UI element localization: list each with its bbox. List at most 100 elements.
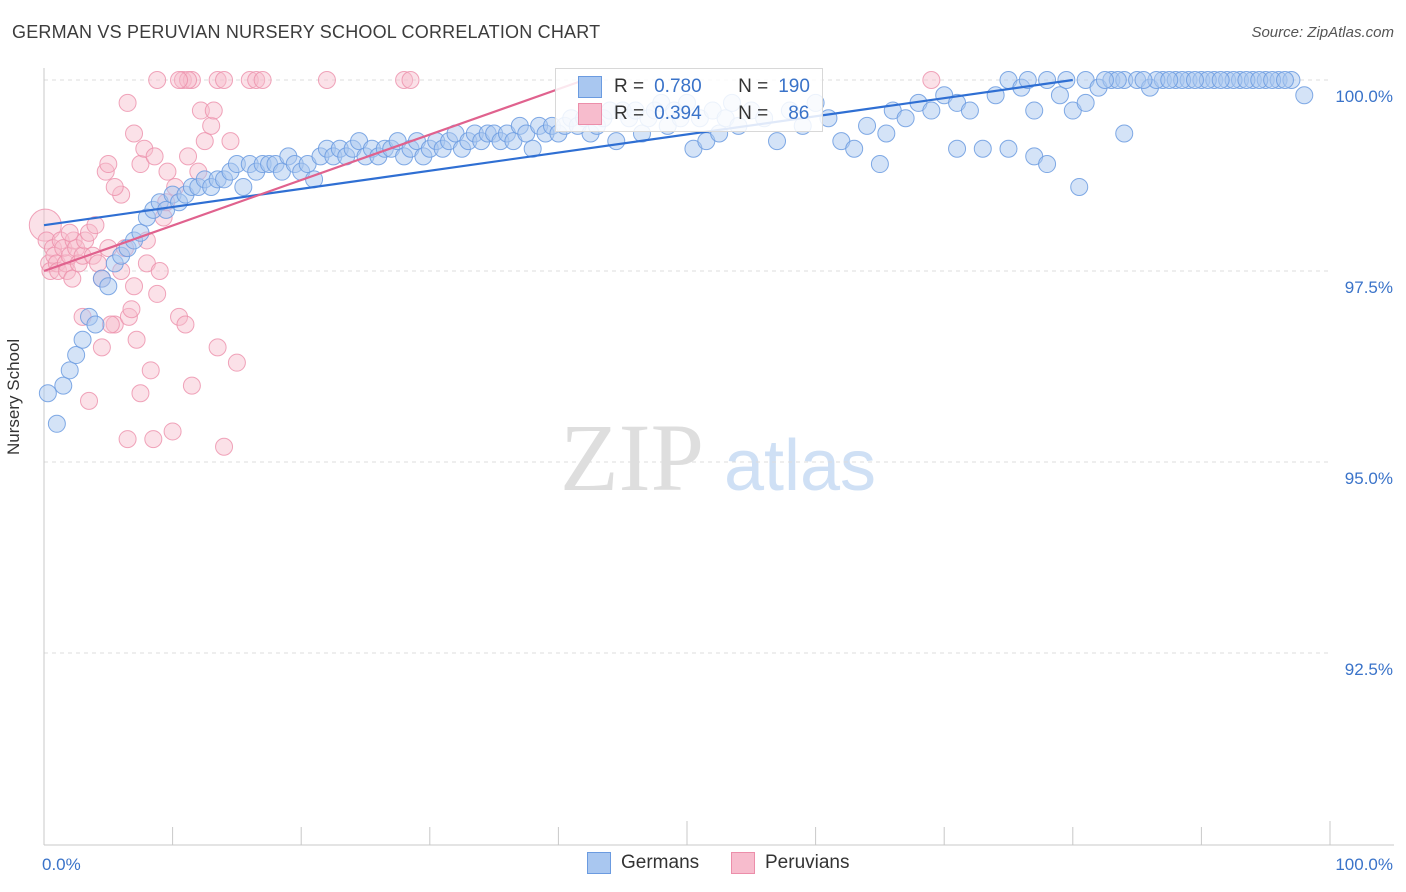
peruvian-point: [253, 71, 272, 89]
peruvian-point: [163, 422, 182, 441]
german-point: [67, 346, 86, 365]
legend-n-label: N =: [738, 103, 769, 124]
peruvian-point: [37, 231, 56, 250]
chart-title: GERMAN VS PERUVIAN NURSERY SCHOOL CORREL…: [12, 22, 601, 42]
german-point: [948, 139, 967, 158]
peruvian-point: [135, 139, 154, 158]
german-point: [73, 330, 92, 349]
german-point: [1050, 86, 1069, 105]
peruvian-point: [176, 315, 195, 334]
peruvian-point: [92, 338, 111, 357]
german-point: [1038, 155, 1057, 174]
peruvian-point: [215, 71, 234, 89]
peruvian-point: [105, 177, 124, 196]
peruvian-point: [401, 71, 420, 89]
peruvian-point: [118, 430, 137, 449]
german-point: [1018, 71, 1037, 89]
german-point: [47, 414, 66, 433]
german-point: [870, 155, 889, 174]
watermark-atlas: atlas: [724, 426, 876, 506]
german-point: [38, 384, 57, 403]
peruvian-point: [80, 391, 99, 410]
peruvian-point: [247, 71, 266, 89]
peruvian-point: [182, 71, 201, 89]
german-point: [86, 315, 105, 334]
y-tick-label: 95.0%: [1345, 469, 1393, 488]
y-tick-label: 92.5%: [1345, 660, 1393, 679]
peruvian-point: [170, 71, 189, 89]
peruvian-point: [208, 338, 227, 357]
peruvian-point: [148, 284, 167, 303]
peruvian-point: [89, 254, 108, 273]
peruvian-point: [227, 353, 246, 372]
german-point: [1038, 71, 1057, 89]
peruvian-point: [101, 315, 120, 334]
peruvian-point: [60, 223, 79, 242]
german-point: [922, 101, 941, 120]
source-label: Source: ZipAtlas.com: [1251, 24, 1394, 41]
series-legend: Germans Peruvians: [0, 852, 1406, 876]
peruvian-point: [215, 437, 234, 456]
legend-item-germans[interactable]: Germans: [587, 852, 699, 874]
german-point: [60, 361, 79, 380]
legend-n-value: 190: [778, 76, 810, 97]
watermark-zip: ZIP: [560, 404, 704, 511]
german-trend-line: [43, 78, 1073, 227]
german-point: [858, 116, 877, 135]
peruvian-point: [141, 361, 160, 380]
german-point: [1160, 71, 1179, 89]
watermark: ZIP atlas: [560, 404, 876, 511]
legend-swatch-peruvians: [731, 852, 755, 874]
peruvian-point: [118, 93, 137, 112]
peruvian-point: [67, 239, 86, 258]
peruvian-point: [170, 307, 189, 326]
legend-swatch-peruvians: [578, 103, 602, 125]
correlation-legend: R = 0.780 N = 190 R = 0.394 N = 86: [555, 68, 823, 132]
german-point: [1211, 71, 1230, 89]
legend-item-peruvians[interactable]: Peruvians: [731, 852, 850, 874]
legend-swatch-germans: [578, 76, 602, 98]
peruvian-point: [144, 430, 163, 449]
peruvian-point: [54, 239, 73, 258]
legend-n-value: 86: [788, 103, 810, 124]
peruvian-point: [208, 71, 227, 89]
german-point: [960, 101, 979, 120]
german-point: [99, 277, 118, 296]
peruvian-point: [240, 71, 259, 89]
peruvian-point: [150, 262, 169, 280]
peruvian-point: [148, 71, 167, 89]
legend-r-label: R =: [614, 103, 645, 124]
peruvian-point: [127, 330, 146, 349]
x-tick-label: 100.0%: [1335, 855, 1393, 874]
peruvian-point: [922, 71, 941, 89]
peruvian-point: [202, 116, 221, 135]
german-point: [607, 132, 626, 151]
german-point: [1025, 101, 1044, 120]
peruvian-point: [112, 185, 131, 204]
peruvian-point: [179, 71, 198, 89]
peruvian-point: [317, 71, 336, 89]
trend-lines: [43, 78, 1073, 273]
peruvian-point: [173, 71, 192, 89]
german-point: [234, 177, 253, 196]
german-point: [973, 139, 992, 158]
german-point: [1185, 71, 1204, 89]
peruvian-point: [122, 300, 141, 319]
peruvian-point: [99, 155, 118, 174]
german-point: [845, 139, 864, 158]
peruvian-point: [125, 277, 144, 296]
peruvian-point: [131, 155, 150, 174]
legend-r-value: 0.394: [654, 103, 702, 124]
german-point: [1275, 71, 1294, 89]
peruvian-point: [179, 147, 198, 166]
x-tick-labels: 0.0% 100.0%: [42, 855, 1393, 874]
y-tick-label: 100.0%: [1335, 87, 1393, 106]
peruvian-point: [145, 147, 164, 166]
legend-label-peruvians: Peruvians: [765, 852, 850, 873]
peruvian-point: [44, 239, 63, 258]
peruvian-point: [158, 162, 177, 181]
legend-label-germans: Germans: [621, 852, 700, 873]
peruvian-point: [86, 216, 105, 235]
german-point: [896, 109, 915, 128]
legend-row-peruvians: R = 0.394 N = 86: [578, 102, 809, 126]
